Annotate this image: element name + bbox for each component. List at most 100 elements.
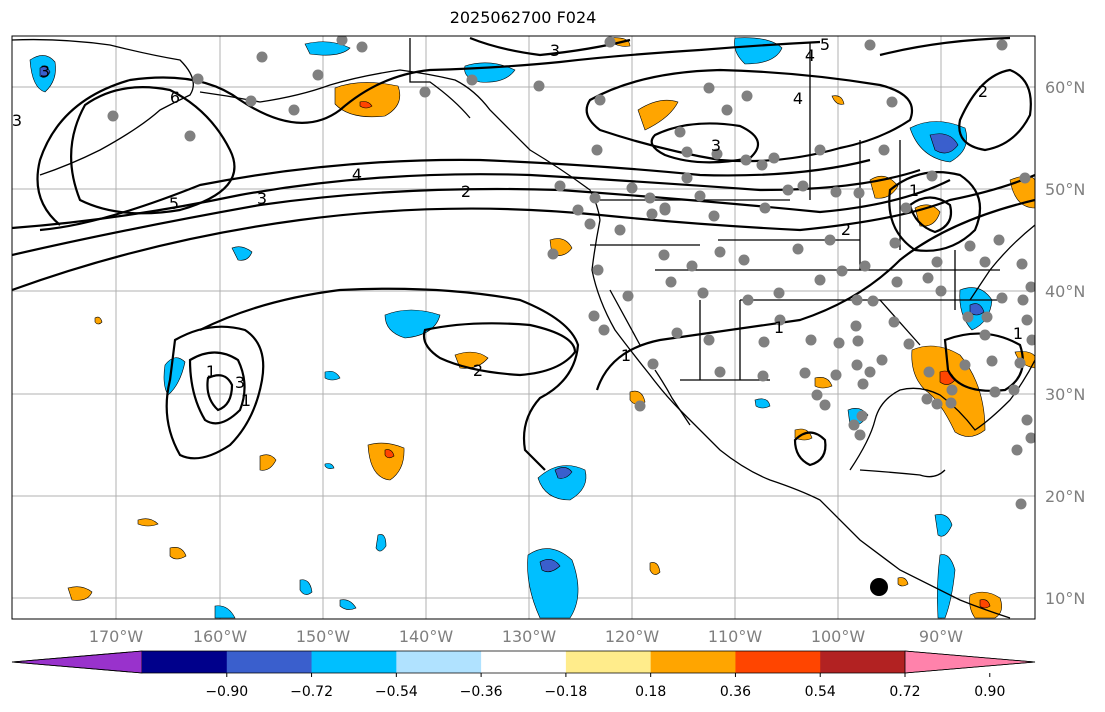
station-dot — [665, 276, 677, 288]
colorbar-segment — [481, 651, 567, 673]
station-dot — [634, 400, 646, 412]
station-dot — [923, 366, 935, 378]
station-dot — [856, 410, 868, 422]
station-dot — [921, 393, 933, 405]
station-dot — [646, 208, 658, 220]
lon-label: 110°W — [708, 627, 763, 646]
station-dot — [759, 202, 771, 214]
station-dot — [757, 370, 769, 382]
station-dot — [1026, 334, 1035, 346]
station-dot — [805, 334, 817, 346]
colorbar-segment — [565, 651, 652, 673]
station-dot — [584, 218, 596, 230]
station-dot — [792, 243, 804, 255]
contour-label: 3 — [711, 136, 721, 155]
station-dot — [859, 260, 871, 272]
longitude-labels: 170°W 160°W 150°W 140°W 130°W 120°W 110°W 100°W… — [89, 627, 963, 646]
map-border — [11, 35, 1036, 620]
station-dot — [903, 338, 915, 350]
station-dot — [979, 256, 991, 268]
station-dot — [799, 367, 811, 379]
contour-label: 4 — [352, 165, 362, 184]
contour-label: 5 — [169, 194, 179, 213]
colorbar-high-extension — [904, 650, 1036, 674]
contour-label: 5 — [820, 35, 830, 54]
lat-label: 40°N — [1045, 282, 1085, 301]
station-dot — [674, 126, 686, 138]
station-dot — [962, 311, 974, 323]
contour-label: 1 — [241, 391, 251, 410]
contour-label: 3 — [257, 189, 267, 208]
station-dot — [773, 287, 785, 299]
station-dot — [256, 51, 268, 63]
station-dot — [774, 314, 786, 326]
station-dot — [1025, 281, 1035, 293]
station-dot — [854, 429, 866, 441]
station-dot — [1021, 314, 1033, 326]
colorbar-segment — [226, 651, 313, 673]
lon-label: 160°W — [193, 627, 248, 646]
map-title: 2025062700 F024 — [449, 8, 597, 27]
map-panel — [12, 36, 1035, 619]
contour-label: 4 — [793, 89, 803, 108]
station-dot — [1011, 444, 1023, 456]
station-dot — [853, 187, 865, 199]
station-dot — [697, 287, 709, 299]
station-dot — [989, 386, 1001, 398]
station-dot — [711, 148, 723, 160]
station-dot — [588, 310, 600, 322]
station-dot — [926, 170, 938, 182]
lon-label: 100°W — [811, 627, 866, 646]
station-dot — [996, 39, 1008, 51]
station-dot — [782, 184, 794, 196]
colorbar-tick-label: −0.36 — [460, 684, 503, 700]
colorbar-segment — [820, 651, 906, 673]
station-dot — [996, 292, 1008, 304]
contour-label: 1 — [206, 362, 216, 381]
contour-label: 1 — [774, 318, 784, 337]
colorbar-segment — [650, 651, 736, 673]
station-dot — [931, 398, 943, 410]
station-dot — [1021, 414, 1033, 426]
station-dot — [864, 366, 876, 378]
station-dot — [878, 144, 890, 156]
station-dot — [533, 80, 545, 92]
lat-label: 60°N — [1045, 78, 1085, 97]
station-dot — [1017, 294, 1029, 306]
station-dot — [1019, 172, 1031, 184]
station-dot — [740, 154, 752, 166]
colorbar-segment — [311, 651, 397, 673]
station-dot — [714, 366, 726, 378]
lon-label: 90°W — [919, 627, 963, 646]
station-dot — [658, 249, 670, 261]
station-dot — [1014, 357, 1026, 369]
contour-label: 1 — [909, 181, 919, 200]
station-dot — [681, 172, 693, 184]
contour-label: 2 — [978, 82, 988, 101]
colorbar-tick-label: 0.18 — [635, 684, 666, 700]
colorbar-tick-label: −0.54 — [375, 684, 418, 700]
station-dot — [245, 95, 257, 107]
station-dot — [756, 159, 768, 171]
colorbar-tick-label: 0.54 — [805, 684, 836, 700]
station-dot — [1016, 258, 1028, 270]
station-dot — [864, 39, 876, 51]
station-dot — [738, 254, 750, 266]
station-dot — [981, 311, 993, 323]
colorbar-segment — [142, 651, 228, 673]
station-dot — [192, 73, 204, 85]
station-dot — [594, 94, 606, 106]
station-dot — [891, 276, 903, 288]
station-dot — [626, 182, 638, 194]
station-dot — [814, 274, 826, 286]
lon-label: 140°W — [399, 627, 454, 646]
station-dot — [419, 86, 431, 98]
colorbar-tick-label: −0.18 — [544, 684, 587, 700]
lat-label: 10°N — [1045, 589, 1085, 608]
colorbar-outline — [11, 650, 1036, 674]
colorbar-tick-label: −0.72 — [290, 684, 333, 700]
contour-label: 2 — [841, 220, 851, 239]
station-dot — [833, 337, 845, 349]
contour-label: 3 — [550, 41, 560, 60]
